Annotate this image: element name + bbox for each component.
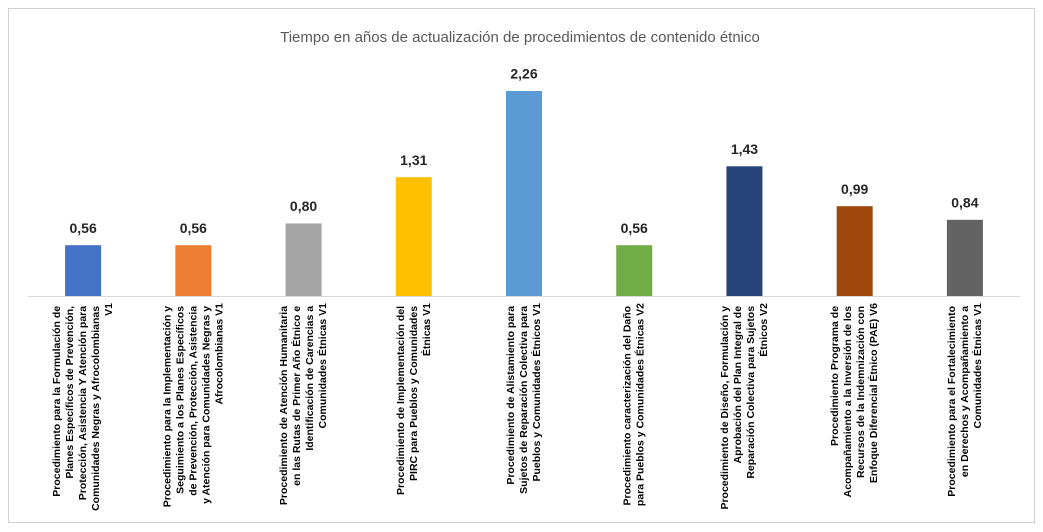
bar	[395, 177, 432, 296]
bar	[285, 223, 322, 296]
bar	[946, 219, 983, 296]
value-label: 1,31	[400, 152, 427, 168]
value-label: 0,99	[841, 181, 868, 197]
value-label: 0,56	[69, 220, 96, 236]
value-label: 0,80	[290, 198, 317, 214]
bar	[836, 206, 873, 296]
x-tick-label: Procedimiento de Implementación del PIRC…	[395, 303, 433, 495]
x-tick-label: Procedimiento caracterización del Daño p…	[622, 303, 647, 506]
bar	[726, 166, 763, 296]
value-label: 0,56	[180, 220, 207, 236]
x-tick-label: Procedimiento de Alistamiento para Sujet…	[505, 303, 543, 494]
x-tick-label: Procedimiento de Diseño, Formulación y A…	[719, 303, 770, 510]
x-tick-label: Procedimiento Programa de Acompañamiento…	[829, 303, 880, 497]
value-label: 0,84	[951, 195, 978, 211]
x-tick-label: Procedimiento de Atención Humanitaria en…	[278, 303, 329, 505]
value-label: 2,26	[510, 66, 537, 82]
bar	[65, 245, 102, 296]
x-tick-label: Procedimiento para la Implementación y S…	[161, 303, 225, 507]
x-tick-label: Procedimiento para el Fortalecimiento en…	[946, 303, 984, 497]
chart-title: Tiempo en años de actualización de proce…	[280, 29, 760, 46]
bar	[506, 91, 542, 296]
bar	[616, 245, 653, 296]
bar	[175, 245, 212, 296]
value-label: 1,43	[731, 141, 758, 157]
x-tick-label: Procedimiento para la Formulación de Pla…	[51, 303, 115, 511]
value-label: 0,56	[621, 220, 648, 236]
